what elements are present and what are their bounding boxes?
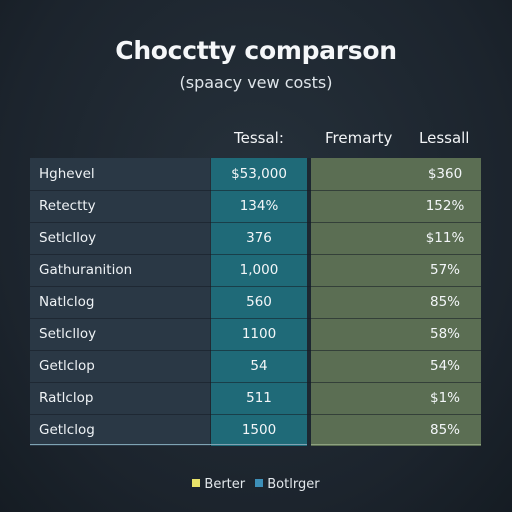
row-separator: [30, 414, 481, 415]
row-separator: [30, 382, 481, 383]
legend-swatch-icon: [192, 479, 201, 487]
legend-item-2: Botlrger: [255, 477, 320, 492]
chart-title: Chocctty comparson: [115, 36, 397, 65]
cell-value-col1: 134%: [239, 198, 279, 214]
cell-value-col1: $53,000: [231, 166, 287, 182]
olive-column-bg: [311, 158, 481, 446]
legend-item-1: Berter: [192, 477, 245, 492]
comparison-table: Hghevel $53,000 $360 Retectty 134% 152% Setlcl…: [30, 158, 481, 448]
cell-value-col3: $360: [427, 166, 463, 182]
column-header-2: Fremarty: [325, 129, 393, 147]
cell-value-col3: 85%: [429, 422, 460, 438]
row-separator: [30, 190, 481, 191]
table-row: Hghevel $53,000 $360: [30, 158, 481, 190]
row-label: Setlclloy: [39, 326, 97, 342]
column-header-3: Lessall: [419, 129, 470, 147]
row-label: Getlclog: [39, 422, 95, 438]
table-row: Gathuranition 1,000 57%: [30, 254, 481, 286]
cell-value-col1: 1,000: [239, 262, 279, 278]
cell-value-col3: $11%: [425, 230, 465, 246]
cell-value-col3: $1%: [429, 390, 460, 406]
row-separator: [30, 286, 481, 287]
cell-value-col1: 1500: [241, 422, 277, 438]
legend-label: Berter: [204, 477, 246, 492]
row-label: Gathuranition: [39, 262, 133, 278]
row-label: Hghevel: [39, 166, 95, 182]
cell-value-col3: 58%: [429, 326, 460, 342]
row-label: Setlclloy: [39, 230, 97, 246]
cell-value-col1: 376: [246, 230, 272, 246]
row-separator: [30, 318, 481, 319]
table-row: Setlclloy 1100 58%: [30, 318, 481, 350]
legend-swatch-icon: [255, 479, 264, 487]
row-label: Natlclog: [39, 294, 95, 310]
label-column-bg: [30, 158, 210, 446]
table-row: Getlclop 54 54%: [30, 350, 481, 382]
column-gap: [307, 158, 311, 446]
table-row: Getlclog 1500 85%: [30, 414, 481, 446]
cell-value-col1: 511: [246, 390, 272, 406]
chart-subtitle: (spaacy vew costs): [179, 73, 333, 92]
table-row: Natlclog 560 85%: [30, 286, 481, 318]
legend: Berter Botlrger: [0, 477, 512, 492]
column-header-1: Tessal:: [234, 129, 284, 147]
table-row: Retectty 134% 152%: [30, 190, 481, 222]
row-separator: [30, 254, 481, 255]
cell-value-col1: 54: [250, 358, 268, 374]
row-separator: [30, 350, 481, 351]
row-label: Retectty: [39, 198, 96, 214]
row-label: Ratlclop: [39, 390, 94, 406]
cell-value-col1: 560: [246, 294, 272, 310]
table-baseline: [30, 444, 481, 446]
table-row: Setlclloy 376 $11%: [30, 222, 481, 254]
cell-value-col3: 54%: [429, 358, 460, 374]
teal-column-bg: [211, 158, 307, 446]
row-separator: [30, 222, 481, 223]
legend-label: Botlrger: [267, 477, 320, 492]
row-label: Getlclop: [39, 358, 95, 374]
cell-value-col1: 1100: [241, 326, 277, 342]
cell-value-col3: 152%: [425, 198, 465, 214]
cell-value-col3: 85%: [429, 294, 460, 310]
table-row: Ratlclop 511 $1%: [30, 382, 481, 414]
cell-value-col3: 57%: [429, 262, 460, 278]
